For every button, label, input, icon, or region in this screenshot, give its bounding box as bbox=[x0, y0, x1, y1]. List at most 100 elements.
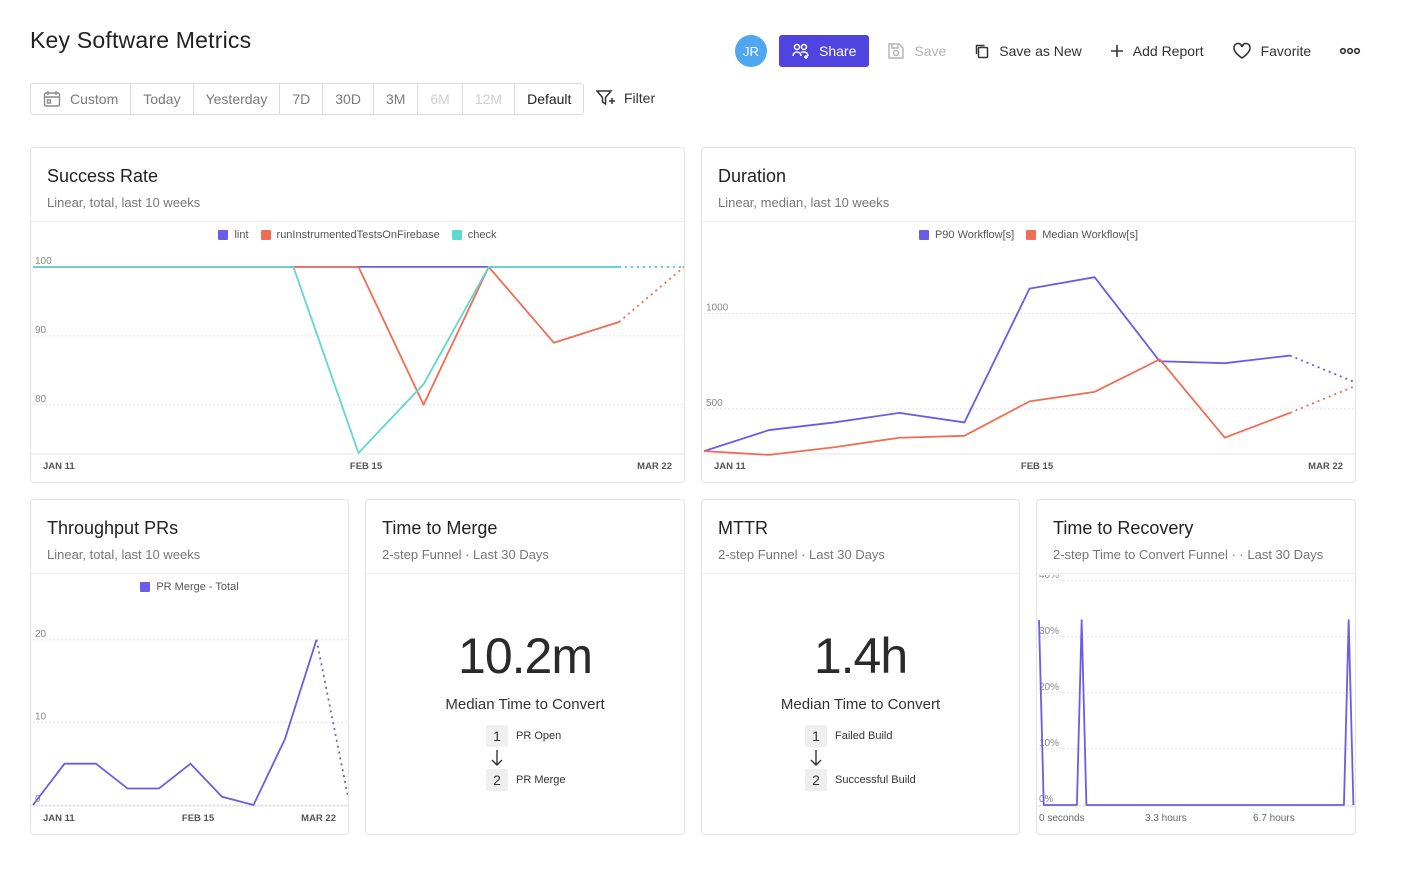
x-tick-label: 3.3 hours bbox=[1145, 813, 1187, 824]
legend-label: Median Workflow[s] bbox=[1042, 229, 1139, 241]
legend-label: lint bbox=[234, 229, 249, 241]
legend-item[interactable]: PR Merge - Total bbox=[140, 581, 239, 593]
legend-label: runInstrumentedTestsOnFirebase bbox=[276, 229, 440, 241]
funnel-step: 1 Failed Build bbox=[805, 725, 916, 747]
step-name: Failed Build bbox=[835, 730, 893, 742]
range-option-yesterday[interactable]: Yesterday bbox=[194, 84, 281, 114]
legend-item[interactable]: runInstrumentedTestsOnFirebase bbox=[260, 229, 440, 241]
series-line[interactable] bbox=[703, 358, 1291, 456]
filter-button[interactable]: Filter bbox=[596, 89, 655, 107]
range-option-6m[interactable]: 6M bbox=[418, 84, 463, 114]
plus-icon bbox=[1110, 45, 1123, 57]
series-projection bbox=[1289, 354, 1355, 384]
range-option-30d[interactable]: 30D bbox=[323, 84, 374, 114]
favorite-button[interactable]: Favorite bbox=[1232, 42, 1312, 60]
card-header: Time to Recovery 2-step Time to Convert … bbox=[1037, 500, 1355, 574]
copy-icon bbox=[976, 44, 989, 59]
card-title: Duration bbox=[718, 166, 787, 186]
y-tick-label: 80 bbox=[35, 394, 47, 405]
legend-item[interactable]: lint bbox=[218, 229, 249, 241]
y-tick-label: 90 bbox=[35, 325, 47, 336]
save-button[interactable]: Save bbox=[887, 42, 946, 60]
legend-item[interactable]: P90 Workflow[s] bbox=[918, 229, 1014, 241]
throughput-card[interactable]: Throughput PRs Linear, total, last 10 we… bbox=[30, 499, 349, 835]
range-option-label: 30D bbox=[335, 91, 361, 107]
legend-item[interactable]: check bbox=[451, 229, 497, 241]
date-range-selector: Custom Today Yesterday 7D 30D 3M 6M 12M Default bbox=[30, 83, 585, 115]
card-header: Success Rate Linear, total, last 10 week… bbox=[31, 148, 684, 222]
more-options-button[interactable] bbox=[1339, 47, 1361, 55]
y-tick-label: 40% bbox=[1039, 575, 1059, 581]
legend-swatch bbox=[140, 582, 151, 592]
range-option-today[interactable]: Today bbox=[131, 84, 194, 114]
x-tick-label: JAN 11 bbox=[43, 813, 75, 824]
range-option-12m[interactable]: 12M bbox=[463, 84, 516, 114]
series-line[interactable] bbox=[33, 265, 619, 454]
series-projection bbox=[618, 266, 684, 323]
save-as-new-button[interactable]: Save as New bbox=[974, 43, 1082, 59]
duration-card[interactable]: Duration Linear, median, last 10 weeks P… bbox=[701, 147, 1356, 483]
range-option-label: Yesterday bbox=[205, 91, 268, 107]
y-tick-label: 30% bbox=[1039, 626, 1059, 637]
range-option-label: Custom bbox=[70, 91, 119, 107]
card-title: MTTR bbox=[718, 518, 768, 538]
x-tick-label: 0 seconds bbox=[1039, 813, 1085, 824]
card-title: Throughput PRs bbox=[47, 518, 179, 538]
y-tick-label: 100 bbox=[35, 256, 52, 267]
step-number: 2 bbox=[805, 769, 827, 791]
card-header: Time to Merge 2-step Funnel · Last 30 Da… bbox=[366, 500, 684, 574]
arrow-down-icon bbox=[805, 747, 827, 769]
more-dots-icon bbox=[1340, 47, 1361, 55]
time-to-recovery-card[interactable]: Time to Recovery 2-step Time to Convert … bbox=[1036, 499, 1356, 835]
series-line[interactable] bbox=[703, 276, 1291, 452]
save-as-new-label: Save as New bbox=[999, 43, 1082, 59]
chart-legend: lint runInstrumentedTestsOnFirebase check bbox=[31, 229, 684, 241]
range-option-label: 12M bbox=[474, 91, 503, 107]
legend-label: check bbox=[467, 229, 497, 241]
range-option-label: Today bbox=[143, 91, 181, 107]
range-option-custom[interactable]: Custom bbox=[31, 84, 132, 114]
card-title: Time to Recovery bbox=[1053, 518, 1194, 538]
step-number: 2 bbox=[486, 769, 508, 791]
series-line[interactable] bbox=[32, 639, 318, 806]
y-tick-label: 1000 bbox=[706, 303, 729, 314]
add-report-label: Add Report bbox=[1132, 43, 1204, 59]
avatar[interactable]: JR bbox=[735, 35, 767, 67]
range-option-7d[interactable]: 7D bbox=[280, 84, 324, 114]
funnel-steps: 1 PR Open 2 PR Merge bbox=[486, 725, 566, 791]
funnel-steps: 1 Failed Build 2 Successful Build bbox=[805, 725, 916, 791]
y-tick-label: 20 bbox=[35, 629, 47, 640]
legend-swatch bbox=[218, 230, 229, 240]
y-tick-label: 10% bbox=[1039, 738, 1059, 749]
card-header: Duration Linear, median, last 10 weeks bbox=[702, 148, 1355, 222]
success-rate-card[interactable]: Success Rate Linear, total, last 10 week… bbox=[30, 147, 685, 483]
legend-item[interactable]: Median Workflow[s] bbox=[1026, 229, 1138, 241]
funnel-step: 2 PR Merge bbox=[486, 769, 566, 791]
x-tick-label: MAR 22 bbox=[637, 461, 672, 472]
x-tick-label: MAR 22 bbox=[301, 813, 336, 824]
legend-swatch bbox=[260, 230, 271, 240]
share-label: Share bbox=[819, 43, 857, 59]
range-option-default[interactable]: Default bbox=[515, 84, 583, 114]
calendar-icon bbox=[43, 91, 61, 107]
range-option-label: 7D bbox=[292, 91, 311, 107]
x-tick-label: JAN 11 bbox=[43, 461, 75, 472]
time-to-merge-card[interactable]: Time to Merge 2-step Funnel · Last 30 Da… bbox=[365, 499, 685, 835]
mttr-card[interactable]: MTTR 2-step Funnel · Last 30 Days 1.4h M… bbox=[701, 499, 1020, 835]
card-subtitle: 2-step Funnel · Last 30 Days bbox=[382, 547, 549, 562]
share-users-icon bbox=[792, 43, 809, 59]
share-button[interactable]: Share bbox=[779, 35, 870, 67]
step-name: Successful Build bbox=[835, 774, 916, 786]
range-option-3m[interactable]: 3M bbox=[374, 84, 419, 114]
add-report-button[interactable]: Add Report bbox=[1110, 43, 1204, 59]
favorite-label: Favorite bbox=[1260, 43, 1312, 59]
range-option-label: 3M bbox=[385, 91, 406, 107]
range-option-label: Default bbox=[527, 91, 572, 107]
card-title: Time to Merge bbox=[382, 518, 498, 538]
range-option-label: 6M bbox=[430, 91, 450, 107]
filter-label: Filter bbox=[624, 90, 656, 106]
step-name: PR Merge bbox=[516, 774, 566, 786]
arrow-down-icon bbox=[486, 747, 508, 769]
series-line[interactable] bbox=[1038, 619, 1355, 806]
time-to-recovery-chart: 40% 30% 20% 10% 0% 0 seconds 3.3 hours 6.7 hour… bbox=[1037, 575, 1355, 824]
